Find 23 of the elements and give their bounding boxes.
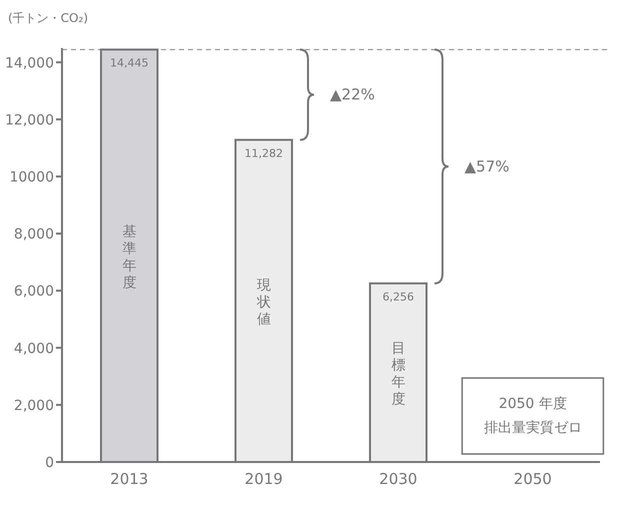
y-tick-label: 2,000 [14, 398, 54, 414]
data-label: 14,445 [110, 56, 148, 70]
x-tick-label: 2030 [379, 470, 418, 488]
y-axis-title: (千トン・CO₂) [8, 11, 88, 25]
x-tick-label: 2013 [110, 470, 148, 488]
x-tick-label: 2050 [514, 470, 552, 488]
data-label: 11,282 [244, 146, 283, 160]
y-tick-label: 0 [45, 455, 54, 471]
annotation: 現状値 [256, 277, 271, 328]
y-tick-label: 12,000 [5, 112, 54, 128]
y-tick-label: 4,000 [14, 340, 54, 357]
data-label: 6,256 [382, 290, 414, 304]
annotation: ▲57% [464, 157, 510, 176]
annotation: 排出量実質ゼロ [484, 420, 582, 436]
y-tick-label: 14,000 [5, 55, 54, 72]
y-tick-label: 10000 [9, 169, 54, 186]
annotation: ▲22% [330, 86, 375, 104]
y-tick-label: 8,000 [14, 226, 54, 243]
y-tick-label: 6,000 [14, 284, 54, 300]
annotation: 目標年度 [391, 340, 406, 408]
x-tick-label: 2019 [244, 470, 283, 488]
annotation: 2050 年度 [498, 396, 567, 412]
annotation: 基準年度 [122, 224, 136, 291]
